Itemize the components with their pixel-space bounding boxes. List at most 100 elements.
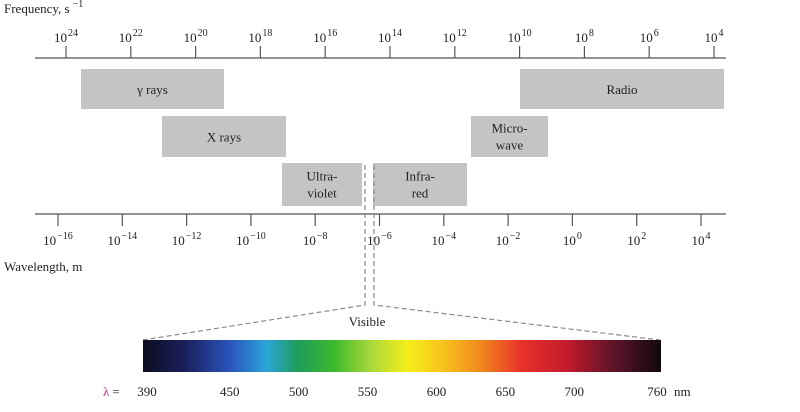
visible-wavelength-label: 760 <box>647 384 667 399</box>
band-infrared-label: red <box>412 186 429 201</box>
frequency-tick-label-base: 10 <box>378 30 391 45</box>
band-infrared: Infra-red <box>373 163 467 206</box>
visible-wavelength-label: 600 <box>427 384 447 399</box>
band-radio: Radio <box>520 69 724 109</box>
band-ultraviolet: Ultra-violet <box>282 163 362 206</box>
wavelength-tick-label-exponent: −14 <box>121 231 137 242</box>
frequency-tick-label-exponent: 4 <box>719 28 724 39</box>
frequency-tick-label-exponent: 10 <box>522 28 532 39</box>
frequency-tick-label-exponent: 14 <box>392 28 402 39</box>
frequency-tick-label-exponent: 24 <box>68 28 78 39</box>
frequency-tick-label-base: 10 <box>313 30 326 45</box>
visible-connector-right <box>373 165 661 341</box>
band-infrared-label: Infra- <box>405 169 435 184</box>
wavelength-tick-label: 100 <box>563 231 582 248</box>
visible-connector-left <box>142 165 366 341</box>
band-microwave-label: wave <box>496 138 524 153</box>
wavelength-tick-label: 10−12 <box>172 231 202 248</box>
band-radio-label: Radio <box>606 82 637 97</box>
frequency-tick-label: 108 <box>575 28 594 45</box>
frequency-tick-label-exponent: 20 <box>198 28 208 39</box>
wavelength-tick-label-exponent: 0 <box>577 231 582 242</box>
frequency-tick-label-exponent: 8 <box>589 28 594 39</box>
frequency-tick-label-base: 10 <box>705 30 718 45</box>
band-radio-box <box>520 69 724 109</box>
frequency-axis-label: Frequency, s −1 <box>4 0 83 16</box>
frequency-tick-label-exponent: 22 <box>133 28 143 39</box>
wavelength-tick-label-exponent: −8 <box>317 231 328 242</box>
wavelength-tick-label-base: 10 <box>172 233 185 248</box>
visible-label: Visible <box>349 314 386 329</box>
frequency-tick-label-base: 10 <box>443 30 456 45</box>
wavelength-tick-label: 10−14 <box>107 231 137 248</box>
band-ultraviolet-label: violet <box>307 186 337 201</box>
frequency-tick-label-base: 10 <box>119 30 132 45</box>
wavelength-tick-label-base: 10 <box>563 233 576 248</box>
band-ultraviolet-label: Ultra- <box>306 169 337 184</box>
wavelength-tick-label-base: 10 <box>43 233 56 248</box>
band-microwave: Micro-wave <box>471 116 548 157</box>
visible-unit-label: nm <box>674 384 691 399</box>
wavelength-tick-label: 10−4 <box>431 231 456 248</box>
frequency-tick-label: 1020 <box>184 28 208 45</box>
wavelength-tick-label-exponent: −2 <box>510 231 521 242</box>
lambda-prefix: λ = <box>103 384 120 399</box>
visible-wavelength-label: 450 <box>220 384 240 399</box>
lambda-equals: = <box>112 384 119 399</box>
band-microwave-label: Micro- <box>491 121 527 136</box>
wavelength-tick-label: 104 <box>692 231 711 248</box>
frequency-axis-label-text: Frequency, s <box>4 1 70 16</box>
wavelength-tick-label-exponent: −16 <box>57 231 73 242</box>
frequency-tick-label-base: 10 <box>575 30 588 45</box>
wavelength-tick-label: 10−10 <box>236 231 266 248</box>
wavelength-tick-label-exponent: −12 <box>186 231 202 242</box>
band-gamma-rays-box <box>81 69 224 109</box>
visible-spectrum-bar <box>143 340 661 372</box>
band-x-rays: X rays <box>162 116 286 157</box>
frequency-tick-label-base: 10 <box>248 30 261 45</box>
wavelength-tick-label-base: 10 <box>627 233 640 248</box>
frequency-tick-label-exponent: 18 <box>262 28 272 39</box>
frequency-tick-label: 1012 <box>443 28 467 45</box>
band-gamma-rays-label: γ rays <box>136 82 168 97</box>
frequency-tick-label: 1016 <box>313 28 337 45</box>
frequency-tick-label: 104 <box>705 28 724 45</box>
frequency-tick-label-base: 10 <box>54 30 67 45</box>
frequency-tick-label: 106 <box>640 28 659 45</box>
band-gamma-rays: γ rays <box>81 69 224 109</box>
wavelength-tick-label-exponent: −10 <box>250 231 266 242</box>
band-infrared-box <box>373 163 467 206</box>
frequency-tick-label-base: 10 <box>508 30 521 45</box>
wavelength-tick-label: 10−2 <box>496 231 521 248</box>
wavelength-tick-label-base: 10 <box>496 233 509 248</box>
band-x-rays-label: X rays <box>207 130 241 145</box>
wavelength-tick-label-base: 10 <box>692 233 705 248</box>
frequency-tick-label: 1014 <box>378 28 402 45</box>
frequency-tick-label: 1018 <box>248 28 272 45</box>
band-ultraviolet-box <box>282 163 362 206</box>
wavelength-tick-label: 10−8 <box>303 231 328 248</box>
lambda-symbol: λ <box>103 384 110 399</box>
wavelength-axis-label: Wavelength, m <box>4 259 82 274</box>
wavelength-tick-label-exponent: −6 <box>381 231 392 242</box>
wavelength-tick-label-base: 10 <box>431 233 444 248</box>
wavelength-tick-label-exponent: −4 <box>445 231 456 242</box>
visible-wavelength-label: 650 <box>496 384 516 399</box>
visible-wavelength-label: 550 <box>358 384 378 399</box>
frequency-tick-label-exponent: 16 <box>327 28 337 39</box>
frequency-tick-label-exponent: 6 <box>654 28 659 39</box>
wavelength-tick-label: 10−16 <box>43 231 73 248</box>
wavelength-tick-label-exponent: 4 <box>706 231 711 242</box>
frequency-tick-label-base: 10 <box>640 30 653 45</box>
frequency-tick-label-exponent: 12 <box>457 28 467 39</box>
wavelength-tick-label-exponent: 2 <box>641 231 646 242</box>
frequency-axis-label-exponent: −1 <box>73 0 84 10</box>
wavelength-tick-label: 10−6 <box>367 231 392 248</box>
wavelength-tick-label-base: 10 <box>236 233 249 248</box>
band-x-rays-box <box>162 116 286 157</box>
visible-wavelength-label: 700 <box>565 384 585 399</box>
visible-wavelength-label: 390 <box>137 384 157 399</box>
wavelength-tick-label: 102 <box>627 231 646 248</box>
